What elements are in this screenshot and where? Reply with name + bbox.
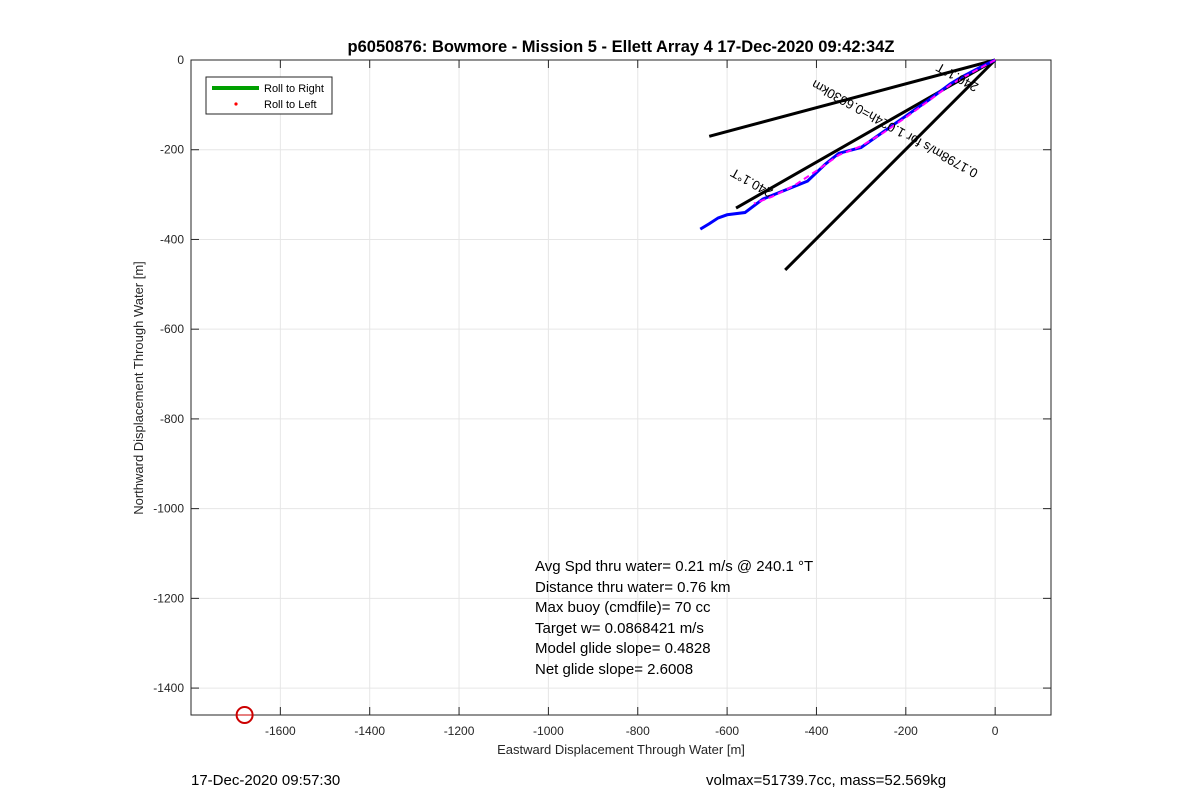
series bbox=[699, 58, 996, 231]
y-tick-label: -1400 bbox=[153, 681, 184, 695]
reference-line bbox=[708, 58, 996, 138]
x-tick-label: -400 bbox=[804, 724, 828, 738]
y-tick-label: -1200 bbox=[153, 591, 184, 605]
x-tick-label: 0 bbox=[992, 724, 999, 738]
stat-distance: Distance thru water= 0.76 km bbox=[535, 578, 731, 596]
legend-swatch-roll-left bbox=[234, 102, 238, 106]
x-tick-label: -1200 bbox=[444, 724, 475, 738]
y-tick-label: -200 bbox=[160, 143, 184, 157]
x-axis-label: Eastward Displacement Through Water [m] bbox=[497, 742, 745, 757]
reference-line bbox=[735, 58, 996, 210]
chart-title: p6050876: Bowmore - Mission 5 - Ellett A… bbox=[348, 38, 895, 56]
reference-line bbox=[784, 58, 997, 272]
x-tick-label: -600 bbox=[715, 724, 739, 738]
y-axis-label: Northward Displacement Through Water [m] bbox=[131, 261, 146, 515]
y-tick-label: -600 bbox=[160, 322, 184, 336]
path-annotation: 240.1°T bbox=[728, 165, 775, 200]
x-tick-label: -1400 bbox=[354, 724, 385, 738]
x-tick-label: -800 bbox=[626, 724, 650, 738]
x-tick-label: -200 bbox=[894, 724, 918, 738]
reference-lines bbox=[708, 58, 997, 272]
legend: Roll to Right Roll to Left bbox=[205, 76, 333, 115]
stat-avg-speed: Avg Spd thru water= 0.21 m/s @ 240.1 °T bbox=[535, 558, 814, 575]
footer-timestamp: 17-Dec-2020 09:57:30 bbox=[191, 772, 341, 789]
stat-target-w: Target w= 0.0868421 m/s bbox=[535, 619, 704, 637]
legend-entry-roll-left: Roll to Left bbox=[264, 99, 317, 111]
markers bbox=[235, 706, 254, 724]
grid bbox=[191, 59, 1051, 715]
axes-box bbox=[190, 59, 1052, 716]
annotations: 240.1°T0.1798m/s for 1.024h=0.6630km240.… bbox=[728, 60, 981, 201]
x-tick-label: -1000 bbox=[533, 724, 564, 738]
legend-entry-roll-right: Roll to Right bbox=[264, 83, 324, 95]
y-tick-label: 0 bbox=[177, 53, 184, 67]
stat-net-glide-slope: Net glide slope= 2.6008 bbox=[535, 660, 694, 678]
y-tick-label: -400 bbox=[160, 232, 184, 246]
ticks: -1600 -1400 -1200 -1000 -800 -600 -400 -200 0 0 -2… bbox=[153, 53, 1051, 738]
x-tick-label: -1600 bbox=[265, 724, 296, 738]
stat-max-buoy: Max buoy (cmdfile)= 70 cc bbox=[535, 599, 711, 616]
legend-box bbox=[205, 76, 333, 115]
series-line-1 bbox=[753, 59, 996, 205]
path-annotation: 0.1798m/s for 1.024h=0.6630km bbox=[809, 77, 980, 181]
footer-volmax-mass: volmax=51739.7cc, mass=52.569kg bbox=[706, 772, 947, 789]
stats-block: Avg Spd thru water= 0.21 m/s @ 240.1 °T … bbox=[535, 557, 813, 680]
stat-model-glide-slope: Model glide slope= 0.4828 bbox=[535, 640, 711, 657]
y-tick-label: -800 bbox=[160, 412, 184, 426]
series-line-0 bbox=[699, 58, 996, 231]
y-tick-label: -1000 bbox=[153, 502, 184, 516]
